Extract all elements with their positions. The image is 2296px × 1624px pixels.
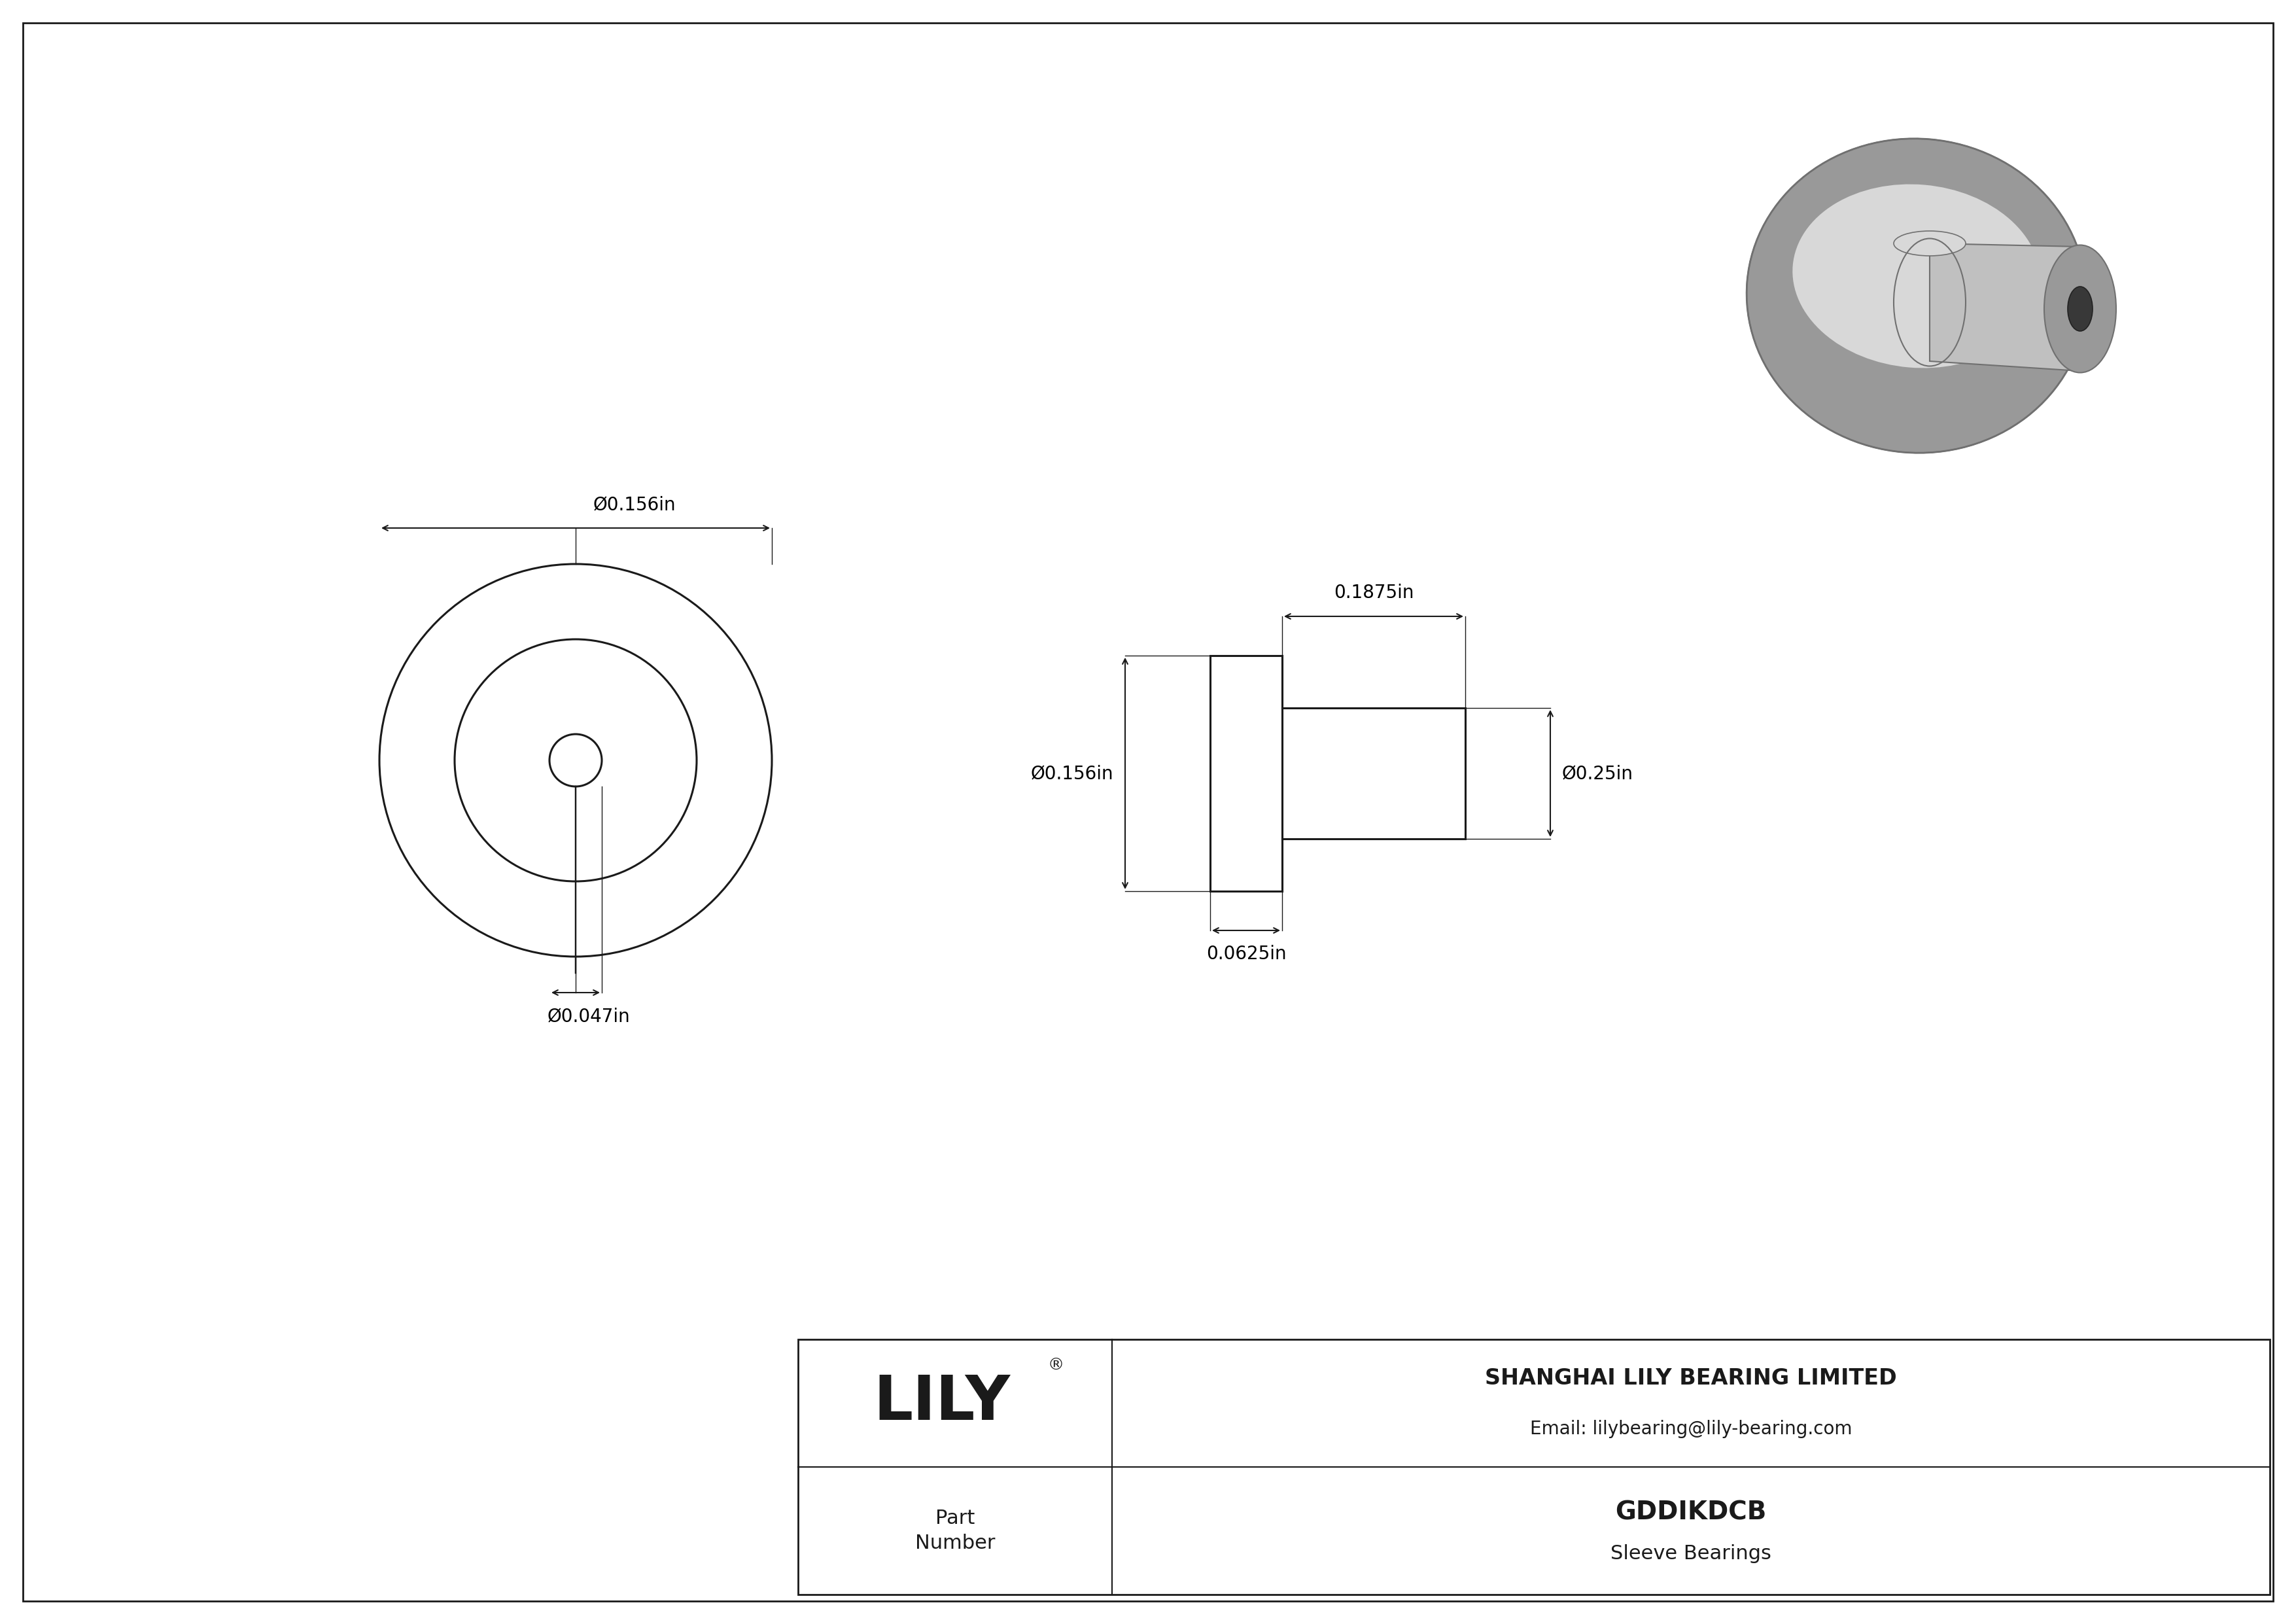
Text: 0.0625in: 0.0625in [1205,945,1286,963]
Ellipse shape [1894,231,1965,257]
Text: Ø0.156in: Ø0.156in [592,495,675,513]
Text: 0.1875in: 0.1875in [1334,583,1414,603]
Bar [1210,656,1281,892]
Ellipse shape [1747,138,2087,453]
Ellipse shape [1793,184,2041,369]
Text: Ø0.25in: Ø0.25in [1561,765,1632,783]
Text: Email: lilybearing@lily-bearing.com: Email: lilybearing@lily-bearing.com [1529,1419,1853,1439]
Polygon shape [1929,244,2080,370]
Text: GDDIKDCB: GDDIKDCB [1616,1501,1766,1525]
Text: ®: ® [1047,1358,1063,1372]
Ellipse shape [2043,245,2117,372]
Text: Part
Number: Part Number [916,1509,994,1553]
Text: Ø0.047in: Ø0.047in [546,1007,629,1025]
Bar [799,1340,2271,1595]
Text: SHANGHAI LILY BEARING LIMITED: SHANGHAI LILY BEARING LIMITED [1486,1367,1896,1389]
Text: Ø0.156in: Ø0.156in [1031,765,1114,783]
Bar [1281,708,1465,840]
Text: LILY: LILY [872,1372,1010,1434]
Ellipse shape [2069,286,2092,331]
Text: Sleeve Bearings: Sleeve Bearings [1609,1544,1770,1564]
